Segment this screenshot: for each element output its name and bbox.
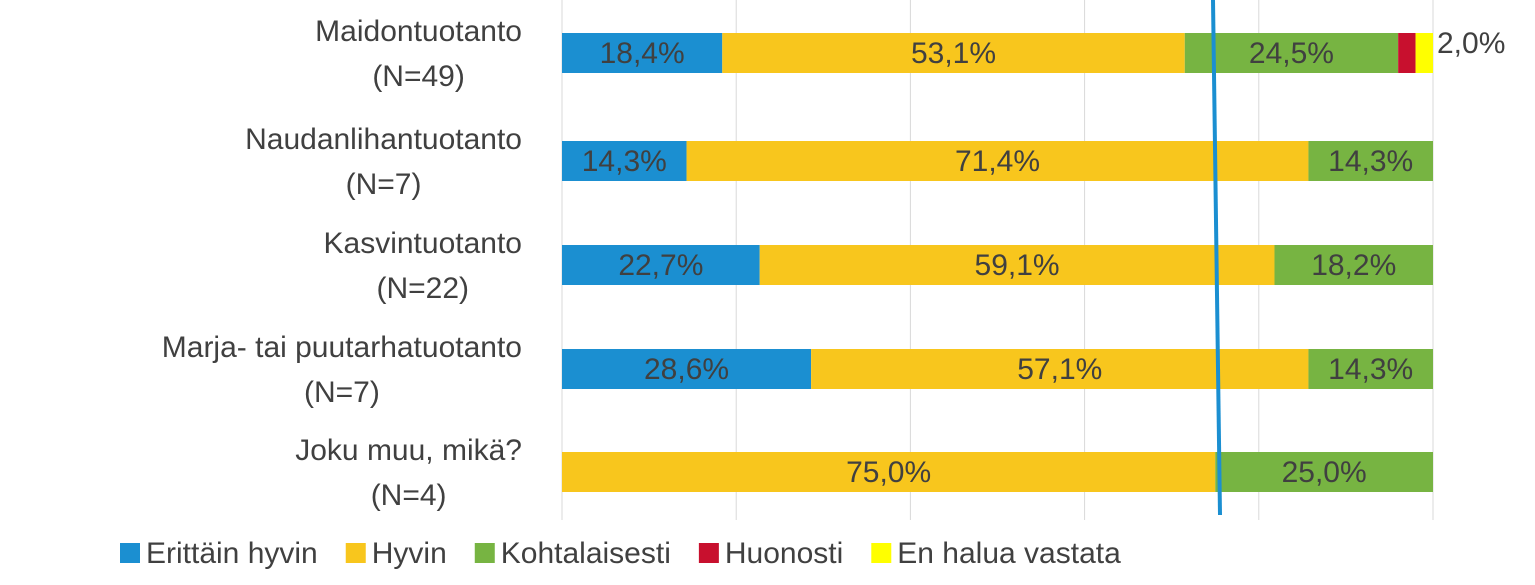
value-label: 14,3% bbox=[1328, 145, 1413, 178]
legend-swatch bbox=[698, 543, 719, 563]
value-label: 2,0% bbox=[1437, 27, 1505, 60]
bar-segment bbox=[1398, 33, 1416, 73]
value-label: 53,1% bbox=[911, 37, 996, 70]
legend-label: En halua vastata bbox=[897, 537, 1121, 570]
category-label-line: Maidontuotanto bbox=[315, 15, 522, 48]
bar-segment bbox=[1308, 349, 1433, 389]
bar-segment bbox=[722, 33, 1185, 73]
legend-swatch bbox=[345, 543, 366, 563]
category-label-line: Naudanlihantuotanto bbox=[245, 123, 522, 156]
category-label-line: (N=7) bbox=[304, 376, 380, 409]
bars: Maidontuotanto (N=49) 18,4% 53,1% 24,5% 2,0% N… bbox=[162, 15, 1506, 512]
legend-swatch bbox=[120, 543, 140, 563]
value-label: 18,2% bbox=[1311, 249, 1396, 282]
legend-label: Hyvin bbox=[372, 537, 447, 570]
value-label: 59,1% bbox=[975, 249, 1060, 282]
legend-label: Erittäin hyvin bbox=[146, 537, 318, 570]
value-label: 14,3% bbox=[582, 145, 667, 178]
value-label: 22,7% bbox=[618, 249, 703, 282]
category-label-line: (N=49) bbox=[372, 60, 465, 93]
value-label: 75,0% bbox=[846, 456, 931, 489]
value-label: 57,1% bbox=[1017, 353, 1102, 386]
category-label: Kasvintuotanto (N=22) bbox=[324, 227, 522, 305]
category-label-line: (N=7) bbox=[346, 168, 422, 201]
category-label-line: (N=22) bbox=[376, 272, 469, 305]
category-label-line: Joku muu, mikä? bbox=[295, 434, 522, 467]
bar-segment bbox=[562, 141, 687, 181]
value-label: 14,3% bbox=[1328, 353, 1413, 386]
category-label-line: Kasvintuotanto bbox=[324, 227, 522, 260]
value-label: 18,4% bbox=[600, 37, 685, 70]
bar-segment bbox=[1308, 141, 1433, 181]
bar-segment bbox=[1274, 245, 1433, 285]
bar-segment bbox=[686, 141, 1309, 181]
category-label: Naudanlihantuotanto (N=7) bbox=[245, 123, 522, 201]
legend-swatch bbox=[871, 543, 892, 563]
category-label-line: (N=4) bbox=[371, 479, 447, 512]
value-label: 71,4% bbox=[955, 145, 1040, 178]
bar-segment bbox=[562, 33, 723, 73]
value-label: 24,5% bbox=[1249, 37, 1334, 70]
legend-label: Huonosti bbox=[725, 537, 843, 570]
bar-segment bbox=[562, 452, 1216, 492]
category-label: Maidontuotanto (N=49) bbox=[315, 15, 522, 93]
reference-line bbox=[1211, 0, 1222, 516]
bar-segment bbox=[1415, 33, 1433, 73]
category-label: Marja- tai puutarhatuotanto (N=7) bbox=[162, 331, 522, 409]
value-label: 25,0% bbox=[1282, 456, 1367, 489]
legend: Erittäin hyvin Hyvin Kohtalaisesti Huonosti… bbox=[120, 537, 1121, 570]
category-label-line: Marja- tai puutarhatuotanto bbox=[162, 331, 522, 364]
bar-segment bbox=[811, 349, 1309, 389]
bar-segment bbox=[562, 349, 812, 389]
bar-segment bbox=[1215, 452, 1433, 492]
category-label: Joku muu, mikä? (N=4) bbox=[295, 434, 522, 512]
bar-segment bbox=[1184, 33, 1399, 73]
legend-swatch bbox=[474, 543, 495, 563]
legend-label: Kohtalaisesti bbox=[501, 537, 671, 570]
bar-segment bbox=[759, 245, 1275, 285]
bar-segment bbox=[562, 245, 760, 285]
value-label: 28,6% bbox=[644, 353, 729, 386]
